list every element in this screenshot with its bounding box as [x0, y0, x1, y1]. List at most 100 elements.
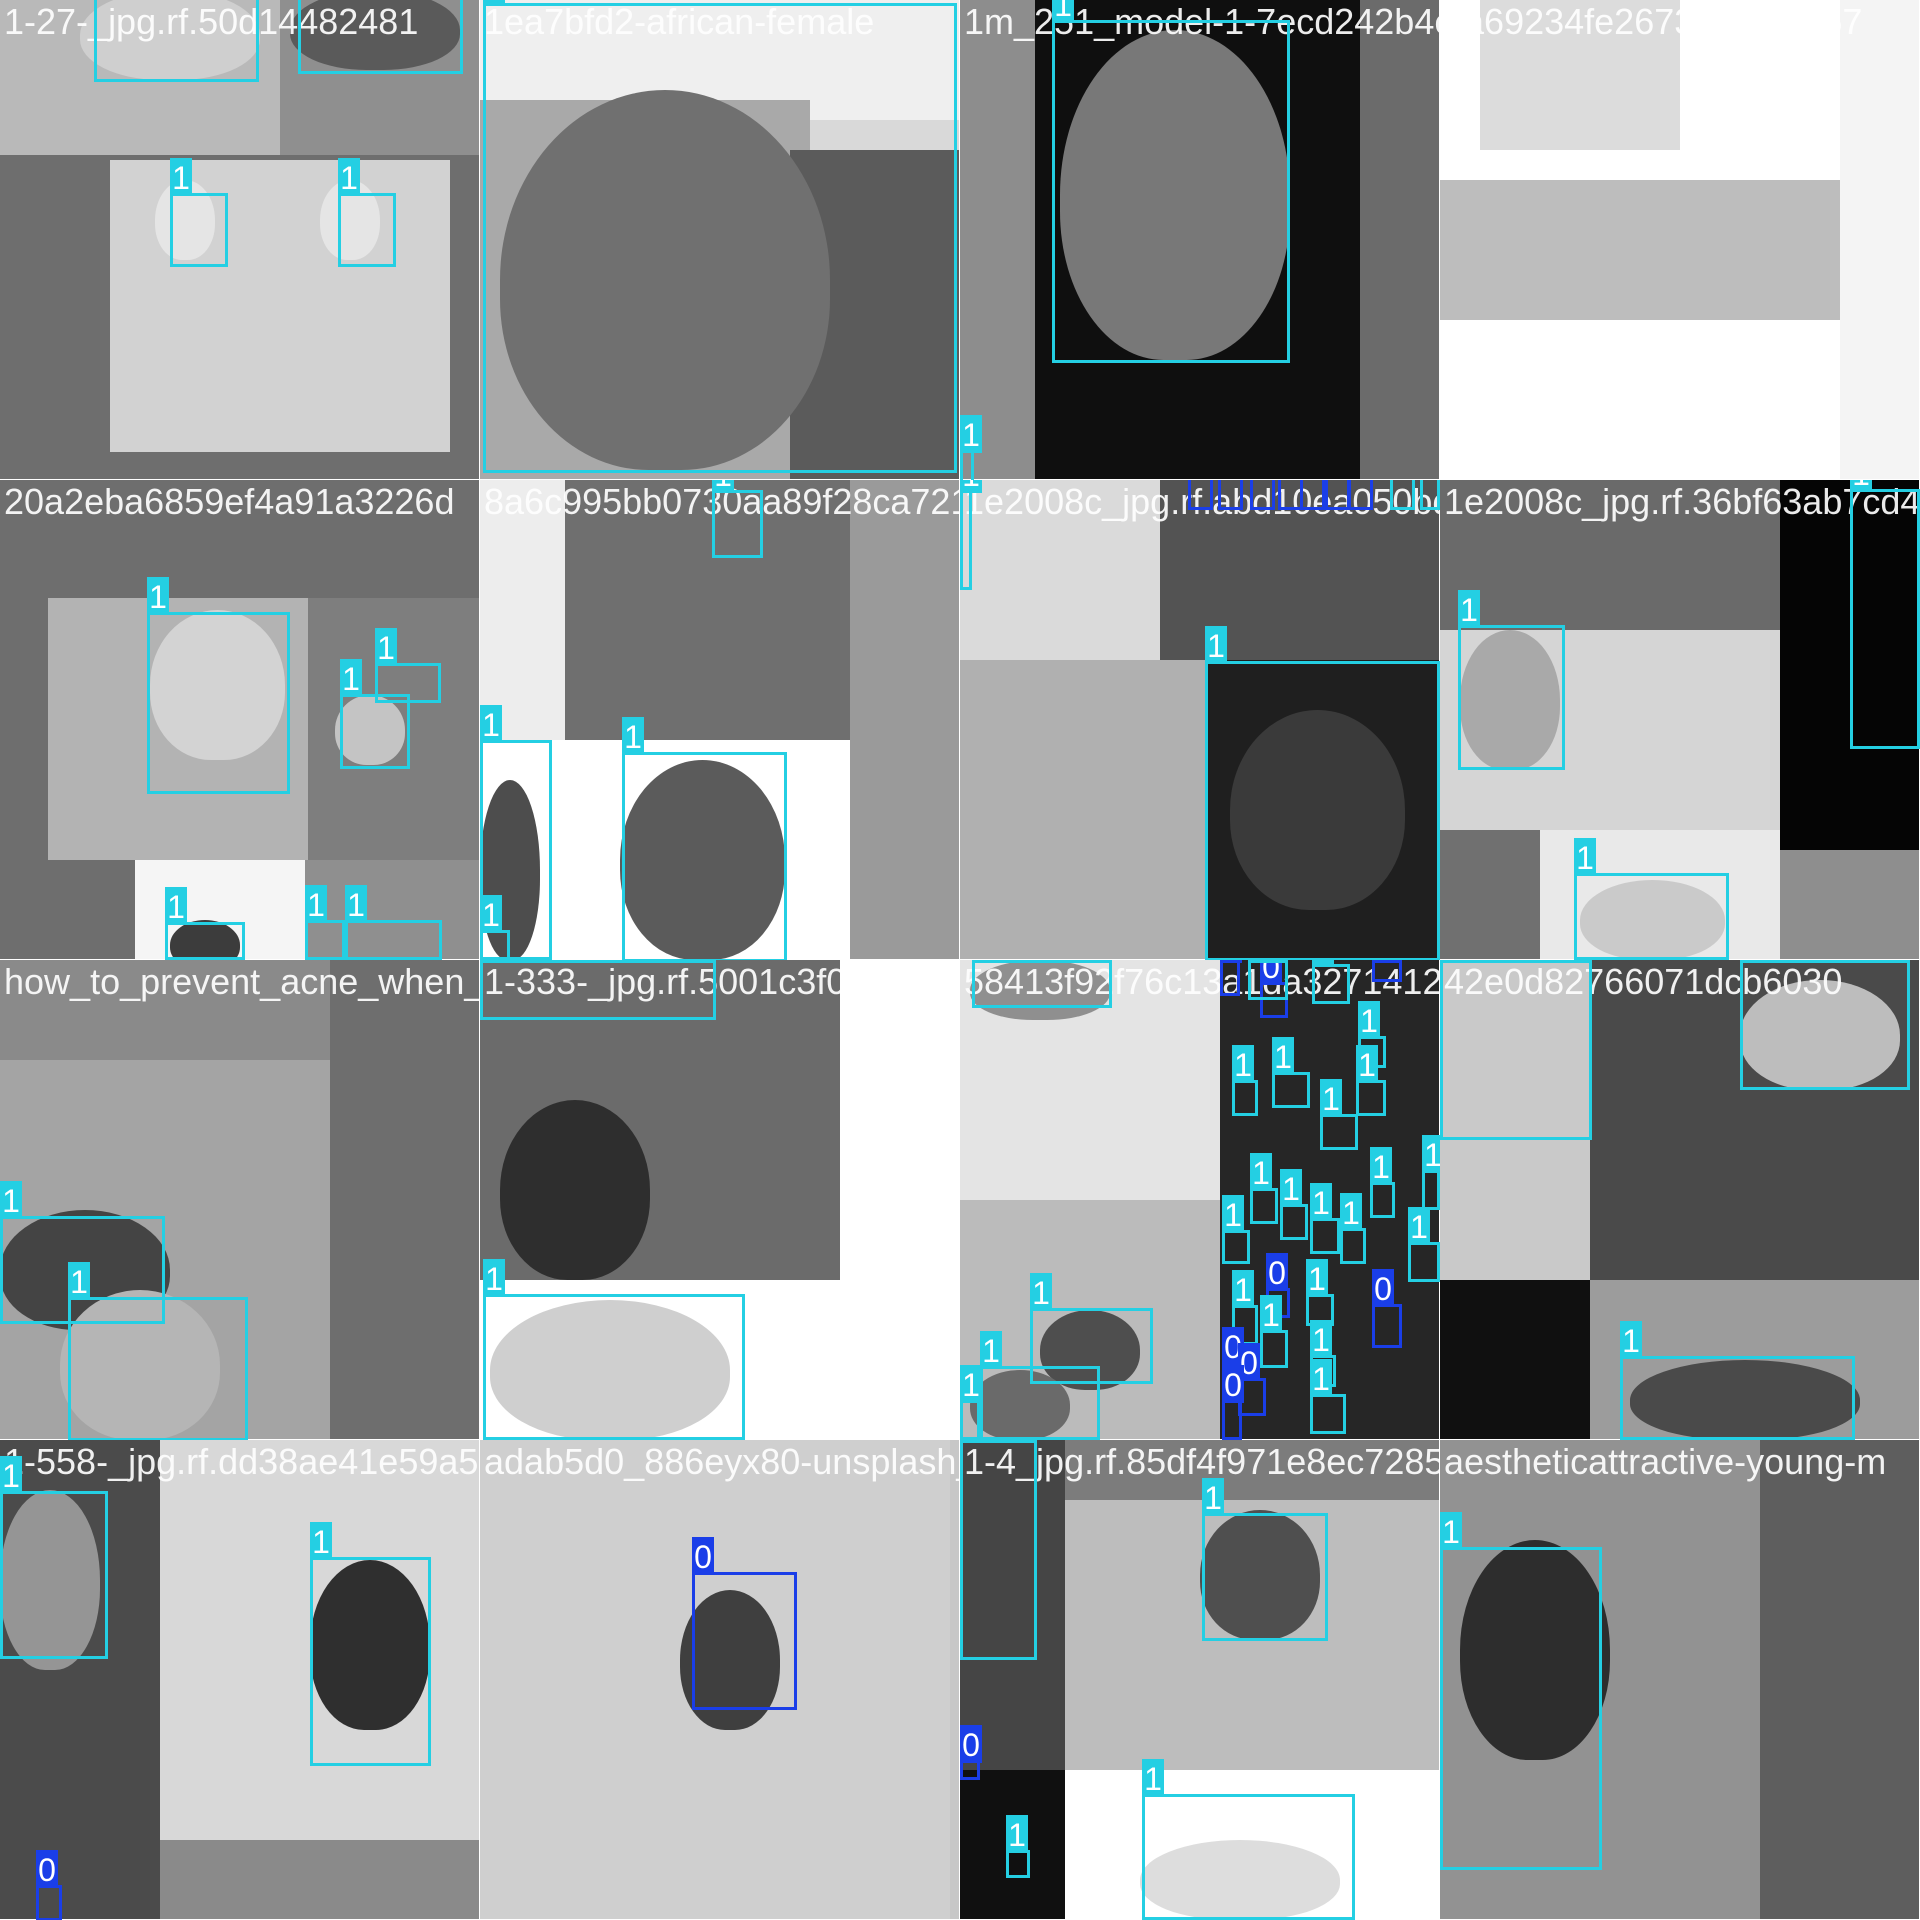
detection-box-class-0: 0 [1188, 480, 1213, 510]
class-label-tag: 0 [1372, 1269, 1394, 1307]
detection-box-class-1: 1 [980, 1331, 1100, 1440]
tile-filename-label: how_to_prevent_acne_when_wearing_mask [4, 961, 480, 1002]
class-label-tag: 1 [1312, 960, 1334, 967]
detection-box-class-1: 1 [1850, 480, 1920, 749]
detection-box-class-1: 1 [1250, 1153, 1278, 1224]
class-label-tag: 1 [1006, 1815, 1028, 1853]
tile-filename-label: aa69234fe2673fbc6d8957 [1444, 1, 1863, 42]
detection-box-class-1: 1 [1740, 960, 1910, 1090]
detection-box-class-1: 1 [1222, 1195, 1250, 1264]
detection-box-class-1: 1 [1248, 960, 1288, 1000]
detection-box-class-1: 1 [960, 415, 982, 480]
detection-box-class-1: 1 [1356, 1045, 1386, 1116]
mosaic-tile: 58413f92f76c13a1da3271412ac8211110011011… [960, 960, 1440, 1440]
class-label-tag: 1 [0, 1456, 22, 1494]
class-label-tag: 0 [1220, 960, 1242, 963]
detection-box-class-1: 1 [1320, 1079, 1358, 1150]
class-label-tag: 1 [712, 480, 734, 493]
class-label-tag: 1 [483, 0, 505, 6]
tile-filename-label: aestheticattractive-young-m [1444, 1441, 1887, 1482]
mosaic-tile: 1e2008c_jpg.rf.abd10ea050bd110000000111 [960, 480, 1440, 960]
tile-filename-label: 20a2eba6859ef4a91a3226d [4, 481, 455, 522]
face-silhouette [1630, 1360, 1860, 1440]
mosaic-tile: how_to_prevent_acne_when_wearing_mask 1 1 [0, 960, 480, 1440]
class-label-tag: 1 [1222, 1195, 1244, 1233]
detection-box-class-0: 0 [692, 1537, 797, 1710]
class-label-tag: 0 [36, 1850, 58, 1888]
face-silhouette [0, 1490, 100, 1670]
class-label-tag: 1 [1030, 1273, 1052, 1311]
detection-box-class-1: 1 [1458, 590, 1565, 770]
detection-box-class-1: 1 [1358, 1001, 1386, 1068]
class-label-tag: 1 [960, 480, 982, 493]
photo-region [1440, 1280, 1590, 1440]
detection-box-class-1: 1 [1310, 1359, 1346, 1434]
detection-box-class-1: 1 [345, 885, 442, 960]
face-silhouette [500, 1100, 650, 1280]
detection-box-class-1: 1 [147, 577, 290, 794]
class-label-tag: 0 [692, 1537, 714, 1575]
photo-region [1440, 180, 1840, 320]
class-label-tag: 1 [310, 1522, 332, 1560]
class-label-tag: 1 [1850, 480, 1872, 492]
face-silhouette [970, 960, 1110, 1020]
class-label-tag: 1 [375, 628, 397, 666]
detection-box-class-0: 0 [1372, 1269, 1402, 1348]
detection-box-class-1: 1 [1205, 626, 1440, 960]
detection-box-class-1: 1 [480, 895, 510, 960]
detection-box-class-0: 0 [1260, 960, 1288, 1018]
class-label-tag: 1 [1620, 1321, 1642, 1359]
photo-region [0, 960, 330, 1060]
photo-region [1780, 850, 1920, 960]
detection-box-class-1: 1 [1030, 1273, 1153, 1384]
class-label-tag: 1 [1250, 1153, 1272, 1191]
class-label-tag: 1 [345, 885, 367, 923]
class-label-tag: 1 [1358, 1001, 1380, 1039]
detection-box-class-1: 1 [0, 1456, 108, 1659]
detection-box-class-1: 1 [1390, 480, 1415, 510]
detection-box-class-1: 1 [340, 659, 410, 769]
detection-box-class-1: 1 [170, 158, 228, 267]
class-label-tag: 1 [972, 960, 994, 963]
detection-box-class-0: 0 [1300, 480, 1325, 510]
detection-box-class-1: 1 [1620, 1321, 1855, 1440]
mosaic-tile: 42e0d82766071dcb6030111 [1440, 960, 1920, 1440]
class-label-tag: 1 [1272, 1037, 1294, 1075]
tile-filename-label: 1ea7bfd2-african-female [484, 1, 875, 42]
photo-region [1760, 1440, 1920, 1920]
detection-box-class-1: 1 [165, 887, 245, 960]
class-label-tag: 1 [0, 1181, 22, 1219]
detection-box-class-0: 0 [1220, 960, 1242, 996]
class-label-tag: 1 [1260, 1295, 1282, 1333]
detection-box-class-0: 0 [1250, 480, 1275, 510]
photo-region [565, 480, 850, 740]
photo-region [1480, 0, 1680, 150]
photo-region [960, 660, 1205, 960]
mosaic-tile: 1e2008c_jpg.rf.36bf63ab7cd4111 [1440, 480, 1920, 960]
detection-box-class-0: 0 [1218, 480, 1243, 510]
face-silhouette [490, 1300, 730, 1440]
detection-box-class-1: 1 [68, 1262, 248, 1440]
detection-box-class-1: 1 [1232, 1270, 1258, 1345]
mosaic-tile: adab5d0_886eyx80-unsplash_jpg.rf 0 [480, 1440, 960, 1920]
tile-filename-label: 42e0d82766071dcb6030 [1444, 961, 1843, 1002]
face-silhouette [620, 760, 785, 960]
detection-box-class-1: 1 [1440, 960, 1592, 1140]
detection-box-class-1: 1 [1272, 1037, 1310, 1108]
detection-box-class-1: 1 [338, 158, 396, 267]
detection-box-class-1: 1 [0, 1181, 165, 1324]
class-label-tag: 1 [483, 1259, 505, 1297]
class-label-tag: 1 [1232, 1045, 1254, 1083]
class-label-tag: 1 [1320, 1079, 1342, 1117]
class-label-tag: 1 [1740, 960, 1762, 963]
class-label-tag: 1 [1142, 1759, 1164, 1797]
detection-box-class-1: 1 [972, 960, 1112, 1008]
class-label-tag: 1 [305, 885, 327, 923]
detection-box-class-1: 1 [712, 480, 763, 558]
face-silhouette [500, 90, 830, 470]
class-label-tag: 1 [960, 1440, 982, 1443]
tile-filename-label: 1-27-_jpg.rf.50d14482481 [4, 1, 419, 42]
class-label-tag: 0 [1238, 1343, 1260, 1381]
detection-box-class-1: 1 [298, 0, 463, 74]
